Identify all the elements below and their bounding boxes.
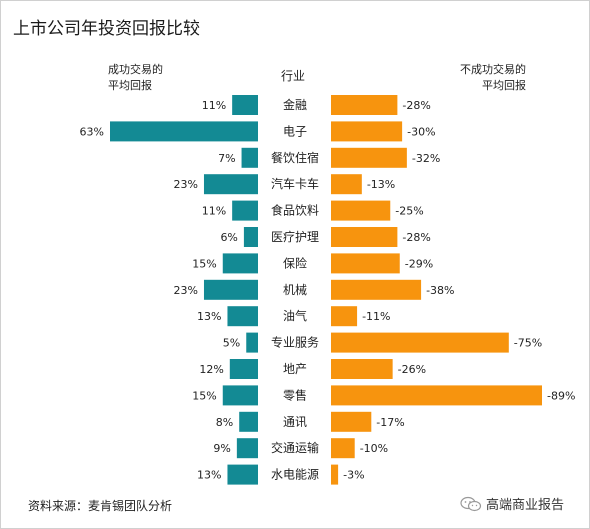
success-value-label: 23% (174, 284, 198, 297)
source-note: 资料来源：麦肯锡团队分析 (28, 499, 173, 513)
success-bar-14 (236, 438, 258, 459)
failure-value-label: -30% (407, 125, 435, 138)
failure-bar-5 (331, 200, 391, 221)
failure-bar-9 (331, 306, 358, 327)
category-label: 金融 (283, 97, 307, 112)
category-label: 专业服务 (271, 335, 319, 350)
chart-title: 上市公司年投资回报比较 (13, 19, 200, 39)
failure-bar-8 (331, 279, 422, 300)
failure-bar-11 (331, 359, 393, 379)
right-header-line-2: 平均回报 (482, 79, 526, 92)
success-bar-12 (222, 385, 258, 406)
failure-bar-7 (331, 253, 400, 274)
success-bar-6 (243, 227, 258, 247)
success-bar-4 (203, 174, 258, 195)
failure-value-label: -10% (360, 442, 388, 455)
failure-bar-6 (331, 227, 398, 247)
success-bar-13 (239, 411, 258, 432)
category-label: 电子 (283, 124, 307, 138)
left-header-line-1: 成功交易的 (108, 63, 163, 76)
wechat-icon (460, 496, 482, 511)
success-bar-10 (246, 332, 258, 353)
success-bar-1 (232, 95, 258, 115)
failure-value-label: -25% (395, 205, 423, 218)
success-bar-3 (241, 147, 258, 168)
success-value-label: 6% (220, 231, 237, 244)
brand-name: 高端商业报告 (486, 498, 565, 513)
left-header-line-2: 平均回报 (108, 79, 152, 92)
category-label: 食品饮料 (271, 203, 319, 218)
failure-bar-13 (331, 411, 372, 432)
success-value-label: 15% (192, 389, 216, 402)
failure-bar-3 (331, 147, 407, 168)
category-label: 汽车卡车 (271, 176, 319, 191)
left-series-header: 成功交易的 平均回报 (108, 62, 163, 94)
failure-value-label: -17% (376, 416, 404, 429)
right-header-line-1: 不成功交易的 (460, 63, 526, 76)
category-label: 机械 (283, 282, 307, 297)
failure-value-label: -29% (405, 257, 433, 270)
failure-value-label: -11% (362, 310, 390, 323)
failure-value-label: -13% (367, 178, 395, 191)
success-bar-15 (227, 464, 258, 485)
success-value-label: 11% (202, 205, 226, 218)
failure-bar-14 (331, 438, 355, 459)
category-label: 通讯 (283, 415, 307, 429)
failure-value-label: -89% (547, 389, 575, 402)
category-label: 油气 (283, 308, 307, 323)
failure-bar-2 (331, 121, 403, 142)
failure-bar-4 (331, 174, 362, 195)
success-bar-9 (227, 306, 258, 327)
success-value-label: 13% (197, 310, 221, 323)
failure-bar-1 (331, 95, 398, 115)
success-bar-2 (110, 121, 258, 142)
success-bar-5 (232, 200, 258, 221)
success-value-label: 13% (197, 469, 221, 482)
category-label: 地产 (283, 362, 307, 376)
failure-bar-10 (331, 332, 509, 353)
category-label: 餐饮住宿 (271, 150, 319, 165)
success-value-label: 5% (223, 337, 240, 350)
failure-value-label: -75% (514, 337, 542, 350)
category-header: 行业 (280, 69, 305, 83)
success-value-label: 7% (218, 152, 235, 165)
category-label: 交通运输 (271, 440, 319, 455)
brand-watermark: 高端商业报告 (460, 494, 564, 513)
category-label: 医疗护理 (271, 230, 319, 244)
success-value-label: 9% (213, 442, 230, 455)
success-value-label: 23% (174, 178, 198, 191)
failure-value-label: -32% (412, 152, 440, 165)
success-value-label: 63% (80, 125, 104, 138)
failure-value-label: -3% (343, 469, 364, 482)
failure-bar-15 (331, 464, 339, 485)
failure-value-label: -28% (402, 231, 430, 244)
category-label: 水电能源 (271, 468, 319, 482)
success-bar-11 (229, 359, 258, 379)
failure-value-label: -26% (398, 363, 426, 376)
category-label: 零售 (283, 387, 307, 402)
right-series-header: 不成功交易的 平均回报 (426, 62, 526, 94)
success-bar-7 (222, 253, 258, 274)
success-value-label: 12% (199, 363, 223, 376)
success-bar-8 (203, 279, 258, 300)
success-value-label: 11% (202, 99, 226, 112)
failure-value-label: -28% (402, 99, 430, 112)
success-value-label: 15% (192, 257, 216, 270)
category-label: 保险 (283, 255, 307, 270)
failure-bar-12 (331, 385, 542, 406)
success-value-label: 8% (216, 416, 233, 429)
failure-value-label: -38% (426, 284, 454, 297)
